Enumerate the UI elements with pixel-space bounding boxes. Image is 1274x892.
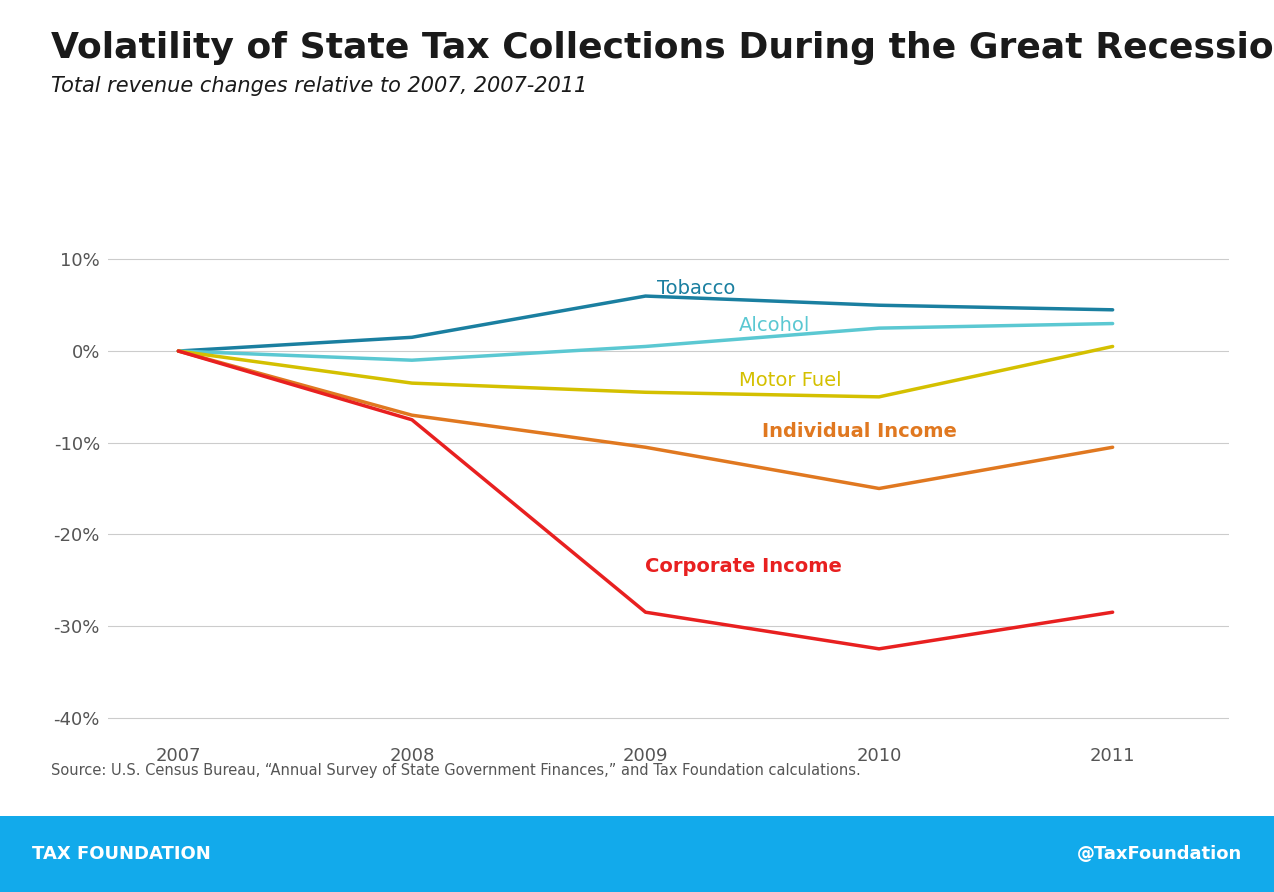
Text: Total revenue changes relative to 2007, 2007-2011: Total revenue changes relative to 2007, … xyxy=(51,76,587,95)
Text: @TaxFoundation: @TaxFoundation xyxy=(1077,845,1242,863)
Text: Individual Income: Individual Income xyxy=(762,422,957,442)
Text: Corporate Income: Corporate Income xyxy=(646,557,842,576)
Text: Motor Fuel: Motor Fuel xyxy=(739,371,842,390)
Text: Alcohol: Alcohol xyxy=(739,316,810,334)
Text: Tobacco: Tobacco xyxy=(657,279,735,298)
Text: TAX FOUNDATION: TAX FOUNDATION xyxy=(32,845,210,863)
Text: Source: U.S. Census Bureau, “Annual Survey of State Government Finances,” and Ta: Source: U.S. Census Bureau, “Annual Surv… xyxy=(51,763,861,778)
Text: Volatility of State Tax Collections During the Great Recession: Volatility of State Tax Collections Duri… xyxy=(51,31,1274,65)
